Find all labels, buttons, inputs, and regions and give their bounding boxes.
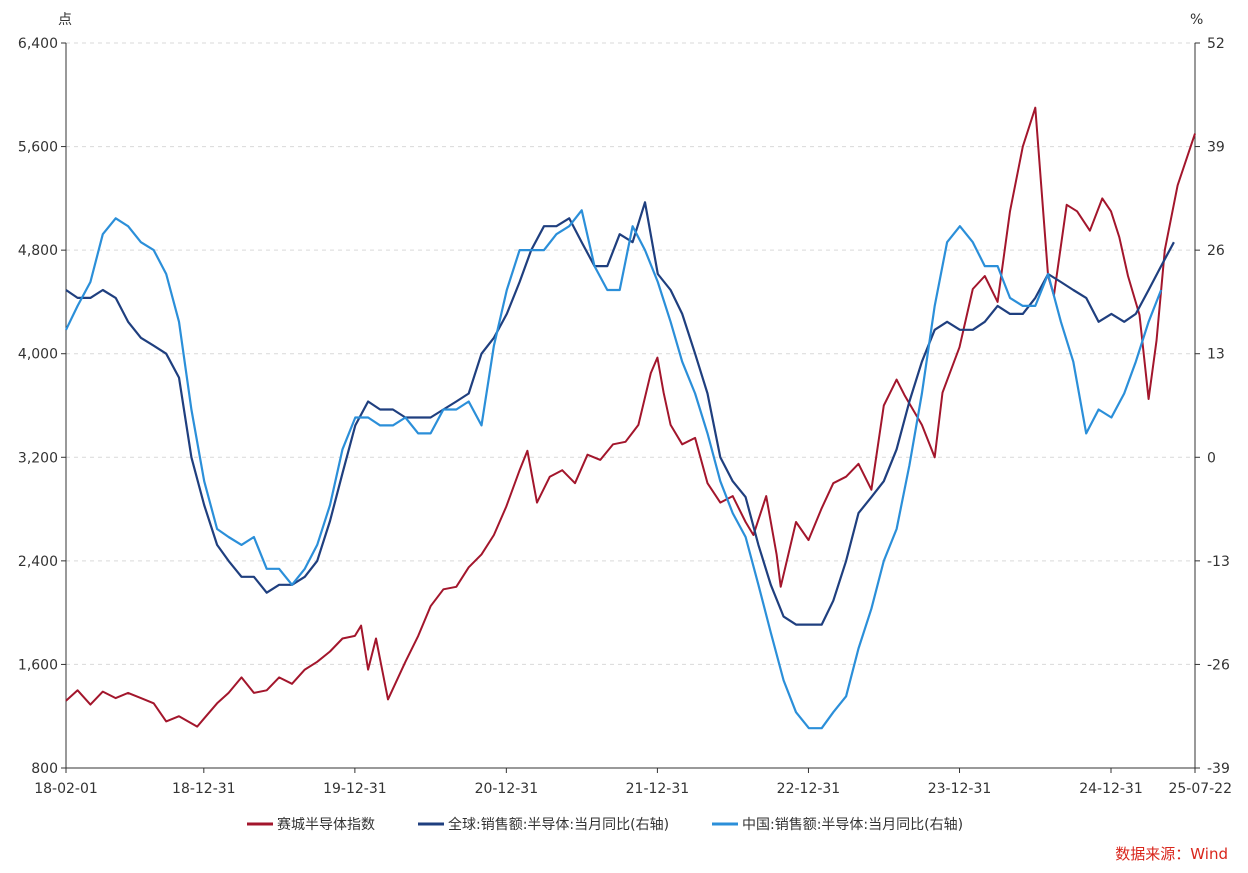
x-tick-label: 24-12-31: [1079, 781, 1143, 797]
x-tick-label: 19-12-31: [323, 781, 387, 797]
legend-label: 全球:销售额:半导体:当月同比(右轴): [448, 816, 669, 833]
right-tick-label: -26: [1207, 657, 1230, 673]
right-axis-unit: %: [1190, 12, 1203, 28]
left-tick-label: 800: [31, 761, 58, 777]
x-tick-label: 25-07-22: [1168, 781, 1232, 797]
right-tick-label: 26: [1207, 243, 1225, 259]
x-tick-label: 21-12-31: [626, 781, 690, 797]
right-tick-label: 52: [1207, 36, 1225, 52]
left-tick-label: 3,200: [18, 450, 58, 466]
series-line-2: [65, 201, 1175, 626]
left-tick-label: 5,600: [18, 140, 58, 156]
axes: [65, 43, 1196, 769]
left-tick-label: 2,400: [18, 554, 58, 570]
series-lines: [65, 106, 1196, 730]
gridlines: [61, 42, 1200, 769]
right-tick-label: 39: [1207, 140, 1225, 156]
legend-label: 中国:销售额:半导体:当月同比(右轴): [742, 817, 963, 833]
right-axis-ticks: -39 -26 -13 0 13 26 39 52: [1207, 36, 1230, 777]
right-tick-label: 13: [1207, 347, 1225, 363]
x-tick-label: 18-02-01: [34, 781, 98, 797]
legend: 赛城半导体指数 全球:销售额:半导体:当月同比(右轴) 中国:销售额:半导体:当月同…: [247, 816, 963, 833]
left-tick-label: 4,000: [18, 347, 58, 363]
left-tick-label: 4,800: [18, 243, 58, 259]
source-note: 数据来源：Wind: [1115, 845, 1228, 863]
left-tick-label: 6,400: [18, 36, 58, 52]
series-line-1: [65, 106, 1196, 728]
x-tick-label: 18-12-31: [172, 781, 236, 797]
left-axis-ticks: 800 1,600 2,400 3,200 4,000 4,800 5,600 6,400: [18, 36, 58, 777]
right-tick-label: -39: [1207, 761, 1230, 777]
x-axis-ticks: 18-02-01 18-12-31 19-12-31 20-12-31 21-12-31…: [34, 768, 1232, 797]
legend-label: 赛城半导体指数: [277, 817, 375, 833]
left-axis-unit: 点: [58, 12, 72, 28]
series-line-3: [65, 209, 1163, 730]
x-tick-label: 22-12-31: [777, 781, 841, 797]
left-tick-label: 1,600: [18, 657, 58, 673]
x-tick-label: 20-12-31: [475, 781, 539, 797]
right-tick-label: 0: [1207, 450, 1216, 466]
x-tick-label: 23-12-31: [928, 781, 992, 797]
right-tick-label: -13: [1207, 554, 1230, 570]
